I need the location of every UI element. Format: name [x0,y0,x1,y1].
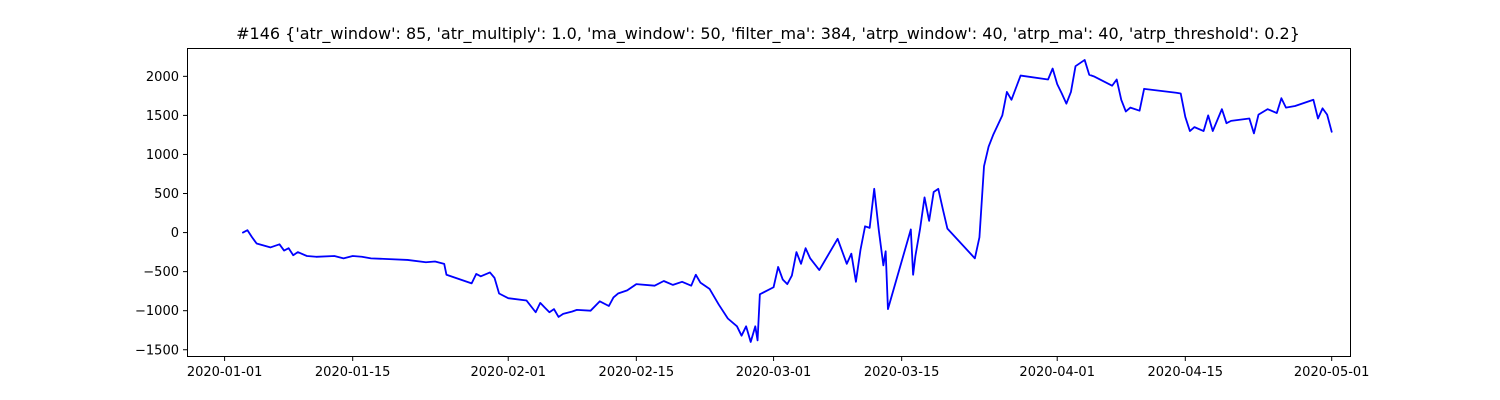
y-tick-label: 2000 [146,70,179,85]
x-tick-label: 2020-03-01 [736,365,812,380]
x-tick-label: 2020-01-01 [187,365,263,380]
y-axis-ticks: −1500 −1000 −500 0 500 1000 1500 2000 [135,70,188,358]
series-line [242,59,1333,343]
y-tick-label: 1500 [146,109,179,124]
x-tick-label: 2020-03-15 [864,365,940,380]
y-tick-label: −500 [143,265,179,280]
x-tick-label: 2020-04-01 [1019,365,1095,380]
y-tick-label: 1000 [146,148,179,163]
x-tick-label: 2020-02-15 [599,365,675,380]
y-tick-label: 500 [154,187,179,202]
x-tick-label: 2020-01-15 [315,365,391,380]
y-tick-label: −1000 [135,304,179,319]
x-axis-ticks: 2020-01-01 2020-01-15 2020-02-01 2020-02-15… [187,356,1370,380]
chart-title: #146 {'atr_window': 85, 'atr_multiply': … [236,24,1300,44]
x-tick-label: 2020-02-01 [470,365,546,380]
x-tick-label: 2020-05-01 [1294,365,1370,380]
plot-frame [187,48,1351,357]
y-tick-label: 0 [171,226,179,241]
x-tick-label: 2020-04-15 [1148,365,1224,380]
y-tick-label: −1500 [135,343,179,358]
